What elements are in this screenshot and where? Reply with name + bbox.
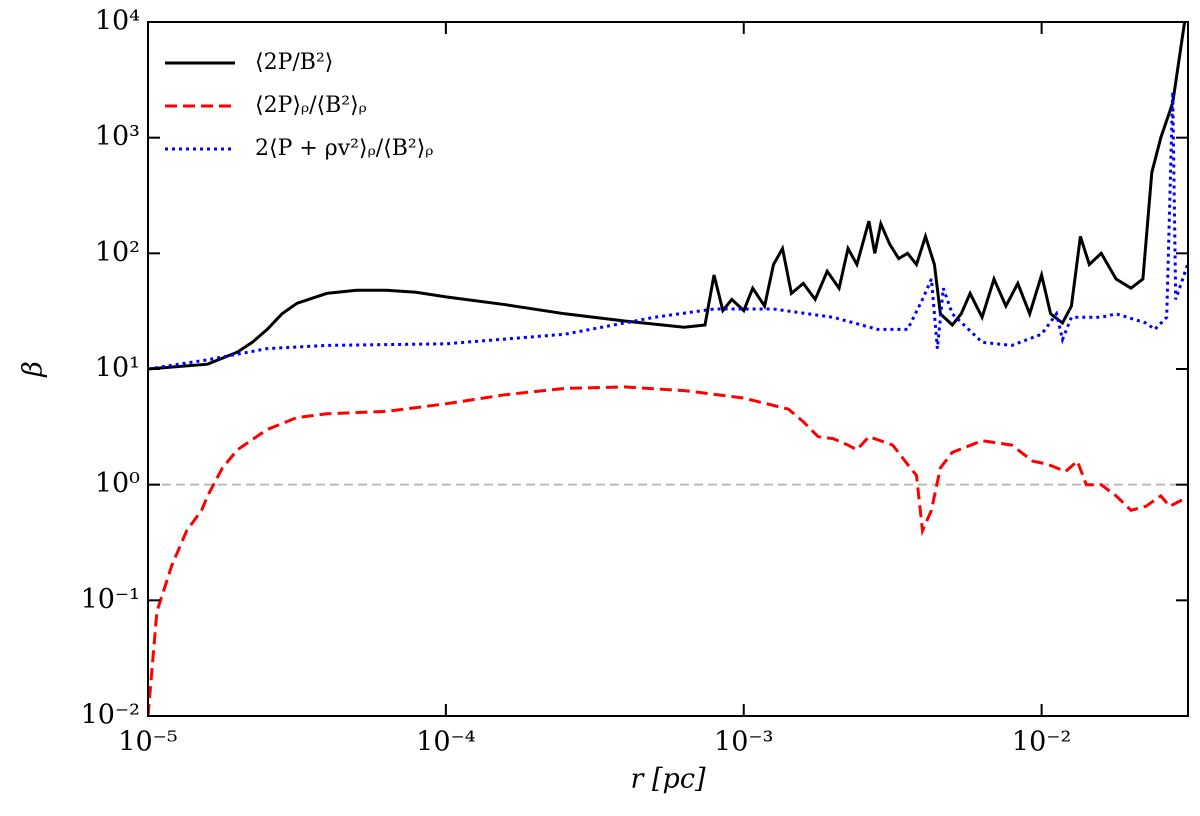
y-tick-label: 10⁻² <box>81 700 140 731</box>
y-axis-label: β <box>18 361 49 378</box>
x-tick-label: 10⁻⁴ <box>416 727 475 758</box>
y-tick-label: 10⁰ <box>95 468 140 499</box>
y-tick-label: 10³ <box>95 121 140 152</box>
data-line <box>148 385 1188 716</box>
x-tick-label: 10⁻⁵ <box>118 727 177 758</box>
x-tick-label: 10⁻² <box>1012 727 1071 758</box>
y-tick-label: 10² <box>95 237 140 268</box>
legend-label: ⟨2P/B²⟩ <box>255 50 333 75</box>
data-line <box>148 91 1188 371</box>
legend-label: ⟨2P⟩ᵨ/⟨B²⟩ᵨ <box>255 93 367 118</box>
y-tick-label: 10⁻¹ <box>81 584 140 615</box>
legend-label: 2⟨P + ρv²⟩ᵨ/⟨B²⟩ᵨ <box>255 136 433 161</box>
y-tick-label: 10¹ <box>95 353 140 384</box>
data-line <box>148 22 1187 371</box>
y-tick-label: 10⁴ <box>95 6 140 37</box>
x-tick-label: 10⁻³ <box>714 727 773 758</box>
plot-frame <box>147 21 1189 717</box>
x-axis-label: r [pc] <box>631 764 706 795</box>
